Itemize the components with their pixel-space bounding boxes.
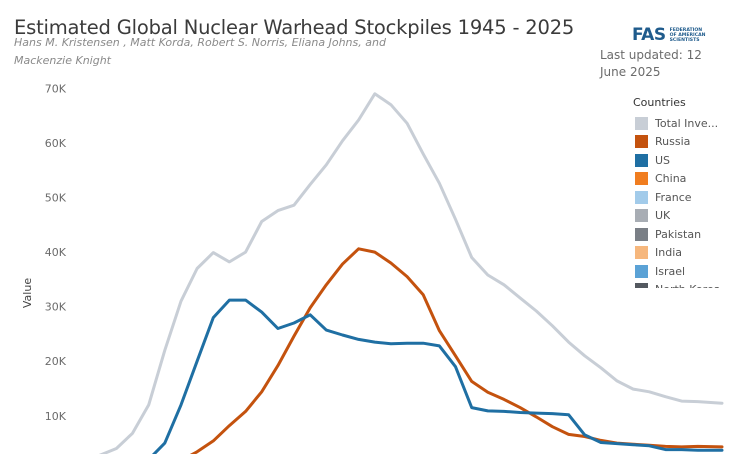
legend-label: Total Inve... [655, 116, 719, 130]
legend-label: Israel [655, 264, 686, 278]
y-tick-label: 60K [45, 137, 67, 150]
legend-swatch [635, 264, 648, 278]
fas-logo: FAS Federation of American Scientists [632, 24, 706, 46]
logo-line-3: Scientists [669, 37, 700, 43]
legend-item[interactable]: UK [633, 207, 733, 226]
logo-subtitle: Federation of American Scientists [670, 28, 706, 43]
legend-label: Pakistan [655, 227, 702, 241]
legend-item[interactable]: US [633, 151, 733, 170]
legend-label: North Korea [655, 283, 720, 288]
legend-item[interactable]: Pakistan [633, 225, 733, 244]
legend-swatch [635, 135, 648, 149]
legend-item[interactable]: Total Inve... [633, 114, 733, 133]
legend-label: US [655, 153, 671, 167]
series-line-total-inventory[interactable] [76, 92, 724, 454]
legend-swatch [635, 116, 648, 130]
y-tick-label: 30K [45, 301, 67, 314]
legend-label: Russia [655, 135, 691, 149]
legend-label: China [655, 172, 687, 186]
legend-item[interactable]: India [633, 244, 733, 263]
legend-item[interactable]: Israel [633, 262, 733, 281]
legend-items: Total Inve... Russia US China France UK Pakist… [633, 114, 733, 288]
legend-swatch [635, 283, 648, 288]
legend-swatch [635, 246, 648, 260]
legend-label: UK [655, 209, 671, 223]
y-tick-label: 70K [45, 82, 67, 95]
y-tick-label: 40K [45, 246, 67, 259]
legend-label: France [655, 190, 692, 204]
legend-swatch [635, 153, 648, 167]
legend-item[interactable]: Russia [633, 133, 733, 152]
logo-mark: FAS [632, 25, 666, 45]
y-tick-label: 10K [45, 410, 67, 423]
logo-line-2: of American [669, 32, 706, 38]
y-axis-label: Value [21, 278, 34, 308]
legend-item[interactable]: China [633, 170, 733, 189]
y-tick-label: 20K [45, 355, 67, 368]
legend-swatch [635, 227, 648, 241]
logo-line-1: Federation [669, 27, 703, 33]
legend: Countries Total Inve... Russia US China Fran… [633, 96, 733, 288]
legend-label: India [655, 246, 682, 260]
chart-authors: Hans M. Kristensen , Matt Korda, Robert … [14, 36, 386, 67]
legend-swatch [635, 172, 648, 186]
legend-swatch [635, 209, 648, 223]
legend-title: Countries [633, 96, 686, 109]
legend-item[interactable]: France [633, 188, 733, 207]
last-updated: Last updated: 12 June 2025 [600, 48, 702, 79]
legend-item[interactable]: North Korea [633, 281, 733, 288]
series-line-us[interactable] [76, 298, 724, 454]
chart-title: Estimated Global Nuclear Warhead Stockpi… [14, 16, 575, 39]
y-tick-label: 50K [45, 192, 67, 205]
legend-swatch [635, 190, 648, 204]
